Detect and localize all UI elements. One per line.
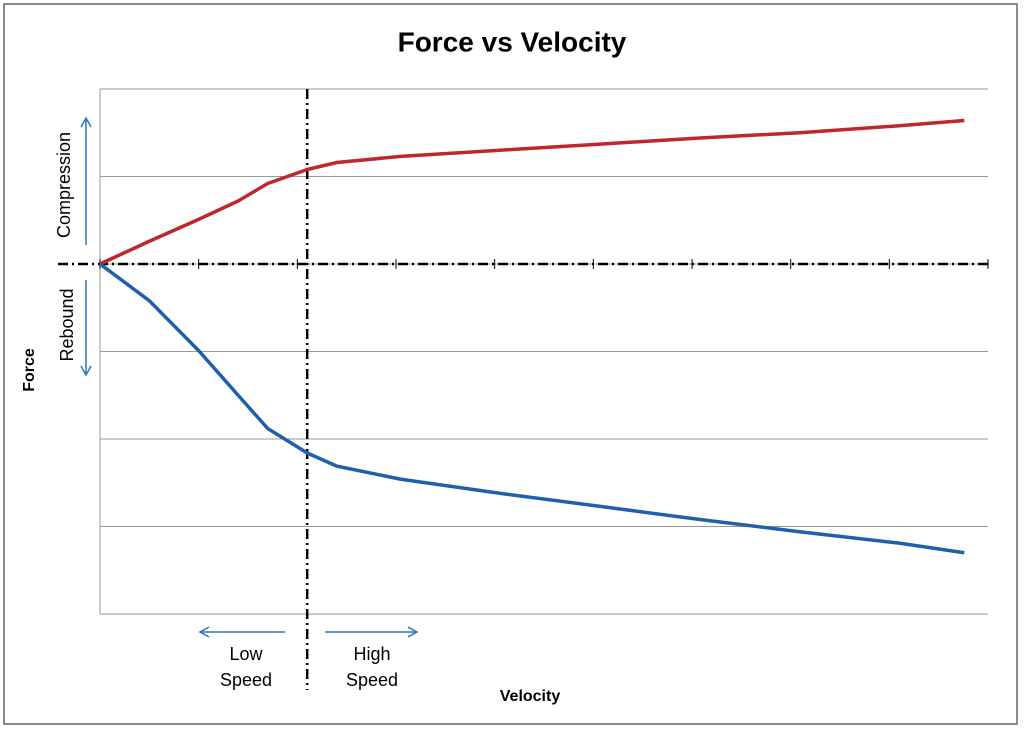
x-axis-label: Velocity bbox=[500, 688, 561, 705]
speed-label: Speed bbox=[220, 670, 272, 690]
chart-title: Force vs Velocity bbox=[398, 26, 627, 57]
speed-label: Speed bbox=[346, 670, 398, 690]
y-axis-label: Force bbox=[21, 348, 38, 392]
compression-label: Compression bbox=[54, 132, 74, 238]
series-line bbox=[99, 118, 965, 266]
speed-label: High bbox=[353, 644, 390, 664]
frame bbox=[3, 3, 1018, 725]
speed-label: Low bbox=[229, 644, 263, 664]
series-line bbox=[98, 262, 965, 555]
rebound-label: Rebound bbox=[57, 288, 77, 361]
